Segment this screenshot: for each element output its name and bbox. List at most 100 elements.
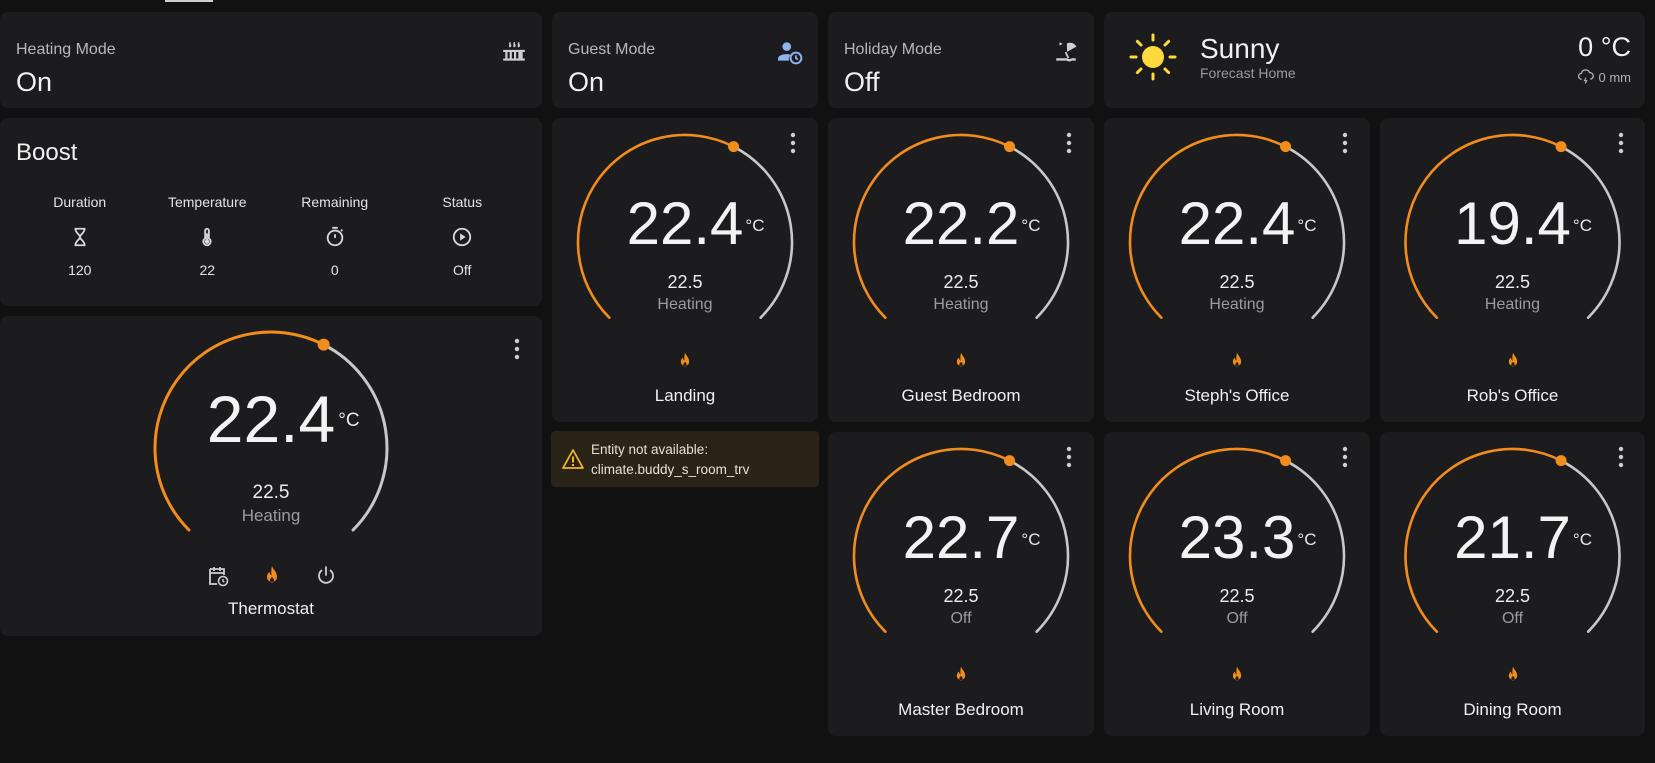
heating-mode-card[interactable]: Heating Mode On [0,12,542,108]
temperature-unit: °C [745,216,765,235]
boost-column-value: Off [453,262,472,278]
hvac-action: Heating [933,296,989,313]
boost-remaining[interactable]: Remaining 0 [271,194,399,278]
current-temperature: 21.7 °C [1380,506,1645,570]
more-menu-icon[interactable] [790,132,796,154]
fire-icon[interactable] [260,564,284,588]
current-temperature: 23.3 °C [1104,506,1370,570]
active-tab-indicator [165,0,213,2]
fire-icon [1508,352,1518,367]
thermostat-card-guest-bedroom[interactable]: 22.2 °C 22.5 Heating Guest Bedroom [828,118,1094,422]
power-icon[interactable] [314,564,338,588]
thermostat-card-living-room[interactable]: 23.3 °C 22.5 Off Living Room [1104,432,1370,736]
dial-active-arc [852,447,1011,633]
thermostat-dial[interactable] [1380,118,1645,422]
more-menu-icon[interactable] [1342,446,1348,468]
setpoint-handle[interactable] [1280,141,1292,153]
setpoint-handle[interactable] [317,338,330,351]
thermostat-dial[interactable] [0,316,542,636]
thermostat-dial[interactable] [1104,118,1370,422]
thermostat-name: Dining Room [1463,700,1562,719]
guest-mode-card[interactable]: Guest Mode On [552,12,818,108]
more-menu-icon[interactable] [1618,132,1624,154]
thermostat-card-master-bedroom[interactable]: 22.7 °C 22.5 Off Master Bedroom [828,432,1094,736]
boost-card: Boost Duration 120 Temperature 22 Remain… [0,118,542,306]
weather-card[interactable]: Sunny Forecast Home 0 °C 0 mm [1104,12,1645,108]
current-temperature: 22.7 °C [828,506,1094,570]
thermostat-dial[interactable] [1380,432,1645,736]
current-temperature: 22.4 °C [552,192,818,256]
dial-track [1008,145,1070,319]
more-menu-icon[interactable] [1066,446,1072,468]
target-temperature: 22.5 [943,586,979,606]
more-menu-icon[interactable] [1066,132,1072,154]
thermostat-card-landing[interactable]: 22.4 °C 22.5 Heating Landing [552,118,818,422]
target-temperature: 22.5 [252,482,290,503]
holiday-mode-card[interactable]: Holiday Mode Off [828,12,1094,108]
boost-column-value: 0 [330,262,339,278]
more-menu-icon[interactable] [1618,446,1624,468]
thermostat-dial[interactable] [828,118,1094,422]
target-temperature: 22.5 [1219,272,1255,292]
hvac-action: Heating [1484,296,1541,313]
thermostat-card-stephs-office[interactable]: 22.4 °C 22.5 Heating Steph's Office [1104,118,1370,422]
setpoint-handle[interactable] [728,141,740,153]
current-temperature-value: 22.4 [206,382,336,456]
current-temperature-value: 22.4 [1178,190,1296,257]
weather-location: Forecast Home [1200,65,1296,81]
warning-line-2: climate.buddy_s_room_trv [591,462,750,477]
boost-temperature[interactable]: Temperature 22 [144,194,272,278]
alert-icon [562,449,584,469]
setpoint-handle[interactable] [1555,455,1567,467]
calendar-clock-icon[interactable] [206,564,230,588]
temperature-unit: °C [1572,216,1592,235]
setpoint-handle[interactable] [1555,141,1567,153]
boost-status[interactable]: Status Off [399,194,527,278]
weather-temperature: 0 °C [1578,32,1631,62]
dial-active-arc [1128,447,1287,633]
target-temperature: 22.5 [1494,586,1531,606]
current-temperature: 22.4 °C [0,384,542,454]
fire-icon [680,352,690,367]
boost-column-header: Status [442,194,483,210]
cloud-rain-icon [1577,69,1594,84]
boost-column-value: 22 [199,262,216,278]
heating-mode-name: Heating Mode [16,41,116,58]
setpoint-handle[interactable] [1004,455,1016,467]
dial-track [1559,459,1621,633]
dial-active-arc [1128,133,1287,319]
current-temperature-value: 21.7 [1454,504,1571,571]
hvac-action: Heating [241,506,301,525]
thermostat-name: Landing [654,386,716,405]
hvac-action: Off [1226,610,1248,627]
target-temperature: 22.5 [1494,272,1531,292]
thermostat-dial[interactable] [1104,432,1370,736]
target-temperature: 22.5 [667,272,703,292]
account-clock-icon [778,42,803,65]
warning-text: Entity not available: climate.buddy_s_ro… [591,440,749,480]
holiday-mode-state: Off [844,67,880,97]
thermostat-card[interactable]: 22.4 °C 22.5 Heating Thermostat [0,316,542,636]
play-circle-icon [453,227,472,247]
current-temperature-value: 22.7 [902,504,1020,571]
setpoint-handle[interactable] [1280,455,1292,467]
more-menu-icon[interactable] [514,338,520,360]
thermostat-name: Steph's Office [1184,386,1290,405]
dial-track [322,343,389,532]
more-menu-icon[interactable] [1342,132,1348,154]
dial-track [1008,459,1070,633]
dial-active-arc [153,330,326,532]
fire-icon [1232,666,1242,681]
current-temperature: 22.4 °C [1104,192,1370,256]
thermostat-dial[interactable] [828,432,1094,736]
thermostat-card-dining-room[interactable]: 21.7 °C 22.5 Off Dining Room [1380,432,1645,736]
thermostat-dial[interactable] [552,118,818,422]
thermostat-card-robs-office[interactable]: 19.4 °C 22.5 Heating Rob's Office [1380,118,1645,422]
target-temperature: 22.5 [943,272,979,292]
dial-track [1284,145,1346,319]
setpoint-handle[interactable] [1004,141,1016,153]
boost-duration[interactable]: Duration 120 [16,194,144,278]
dial-active-arc [1404,447,1563,633]
sun-icon [1129,33,1177,81]
current-temperature-value: 19.4 [1454,190,1571,257]
